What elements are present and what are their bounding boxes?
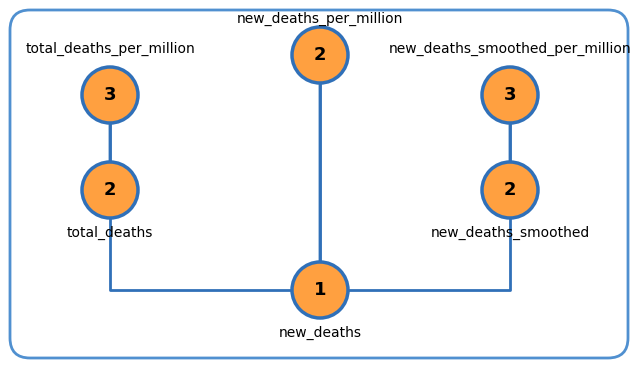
Ellipse shape [482, 162, 538, 218]
Text: 3: 3 [104, 86, 116, 104]
Ellipse shape [292, 262, 348, 318]
Text: 1: 1 [314, 281, 326, 299]
Text: 2: 2 [504, 181, 516, 199]
Text: new_deaths_smoothed_per_million: new_deaths_smoothed_per_million [389, 42, 632, 56]
Text: new_deaths: new_deaths [279, 326, 362, 340]
Text: total_deaths_per_million: total_deaths_per_million [25, 42, 195, 56]
Ellipse shape [82, 162, 138, 218]
Text: 3: 3 [504, 86, 516, 104]
Ellipse shape [482, 67, 538, 123]
Text: total_deaths: total_deaths [67, 226, 153, 240]
Text: new_deaths_smoothed: new_deaths_smoothed [431, 226, 590, 240]
Ellipse shape [82, 67, 138, 123]
Text: new_deaths_per_million: new_deaths_per_million [237, 12, 403, 26]
FancyBboxPatch shape [10, 10, 628, 358]
Text: 2: 2 [104, 181, 116, 199]
Text: 2: 2 [314, 46, 326, 64]
Ellipse shape [292, 27, 348, 83]
